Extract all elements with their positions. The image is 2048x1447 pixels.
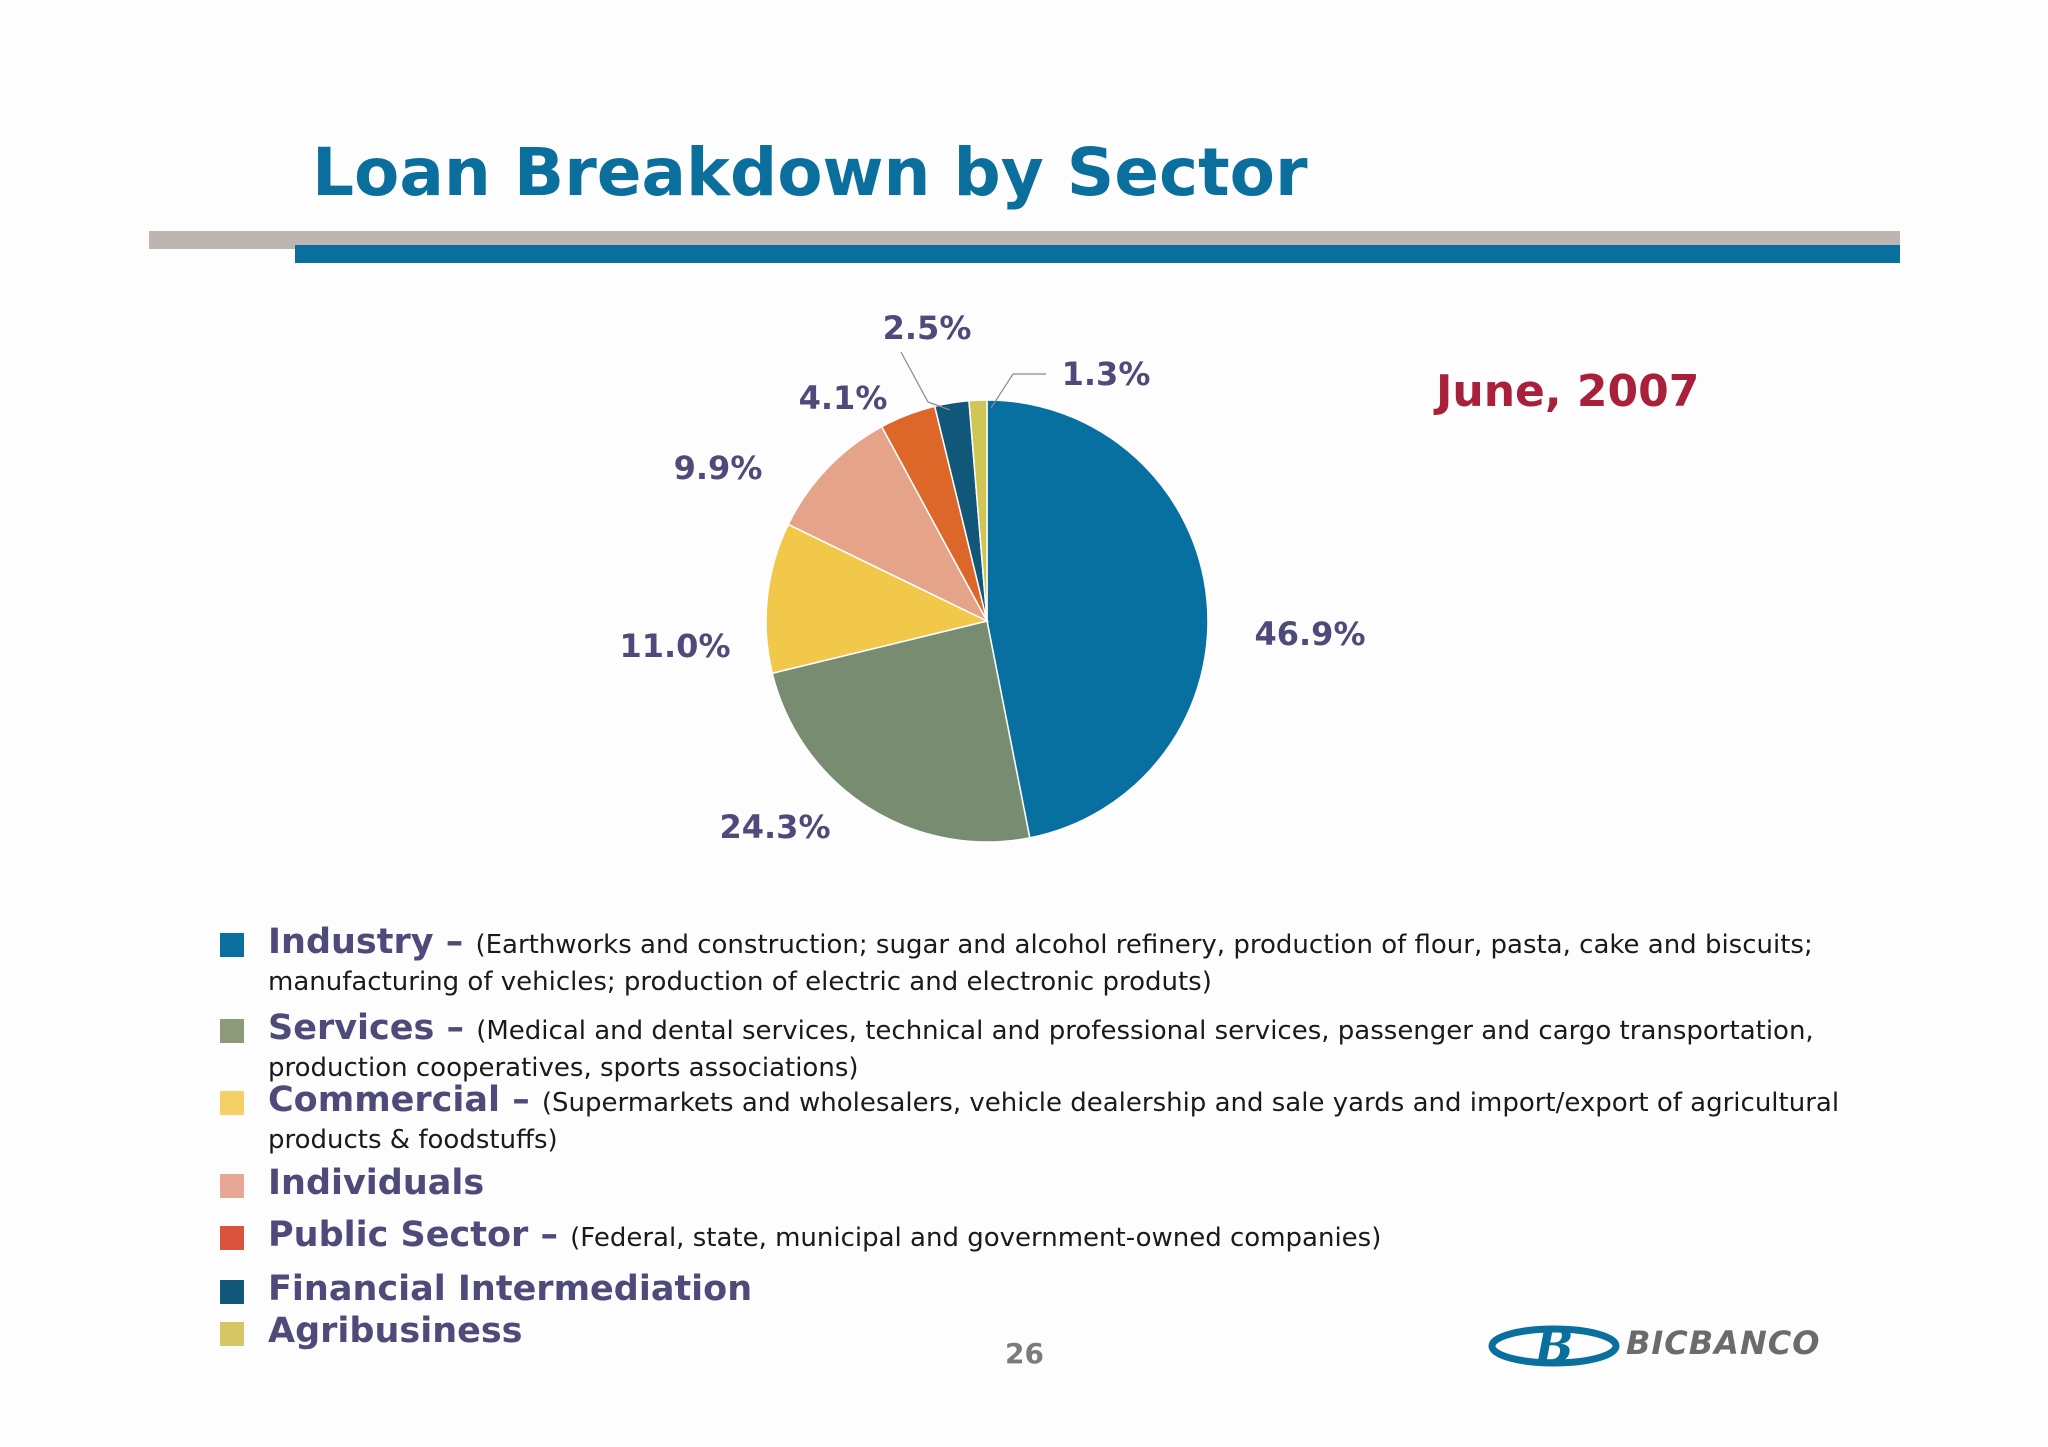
leader-line-agribusiness <box>990 373 1046 409</box>
legend-swatch-agribusiness <box>220 1322 244 1346</box>
date-label: June, 2007 <box>1436 366 1700 417</box>
legend-separator: – <box>528 1215 571 1255</box>
leader-line-financial-intermediation <box>900 351 951 411</box>
page-title: Loan Breakdown by Sector <box>312 134 1308 211</box>
data-label-individuals: 9.9% <box>674 449 763 487</box>
legend-name: Services <box>268 1008 435 1048</box>
title-rule-blue <box>295 245 1900 263</box>
legend-swatch-financial-intermediation <box>220 1280 244 1304</box>
legend-text-public-sector: Public Sector – (Federal, state, municip… <box>268 1218 1888 1258</box>
title-rule-gray <box>149 231 1900 249</box>
legend-name: Industry <box>268 922 434 962</box>
pie-slice-agribusiness <box>968 399 988 622</box>
data-label-commercial: 11.0% <box>619 627 730 665</box>
legend-name: Agribusiness <box>268 1311 523 1351</box>
pie-slice-industry <box>986 399 1209 839</box>
svg-text:B: B <box>1533 1319 1574 1373</box>
logo-wordmark: BICBANCO <box>1626 1324 1821 1362</box>
legend-text-financial-intermediation: Financial Intermediation <box>268 1272 1888 1312</box>
legend-name: Financial Intermediation <box>268 1269 753 1309</box>
legend-swatch-public-sector <box>220 1226 244 1250</box>
pie-slice-individuals <box>787 425 989 623</box>
legend-text-commercial: Commercial – (Supermarkets and wholesale… <box>268 1083 1888 1160</box>
pie-chart: 46.9% 24.3% 11.0% 9.9% 4.1% 2.5% 1.3% <box>619 309 1365 846</box>
bicbanco-logo-icon: B <box>1488 1319 1620 1373</box>
legend-swatch-individuals <box>220 1174 244 1198</box>
data-label-financial-intermediation: 2.5% <box>883 309 972 347</box>
legend-description: (Federal, state, municipal and governmen… <box>570 1223 1382 1253</box>
legend-separator: – <box>433 922 476 962</box>
legend-swatch-commercial <box>220 1091 244 1115</box>
legend-name: Individuals <box>268 1163 485 1203</box>
pie-slice-services <box>771 620 1031 843</box>
legend-text-individuals: Individuals <box>268 1166 1888 1206</box>
legend-description: (Medical and dental services, technical … <box>268 1016 1814 1083</box>
bicbanco-logo: B BICBANCO <box>1488 1318 1868 1374</box>
legend-swatch-industry <box>220 933 244 957</box>
legend-text-industry: Industry – (Earthworks and construction;… <box>268 925 1888 1002</box>
data-label-services: 24.3% <box>719 808 830 846</box>
data-label-industry: 46.9% <box>1254 615 1365 653</box>
legend-text-agribusiness: Agribusiness <box>268 1314 1888 1354</box>
legend-description: (Supermarkets and wholesalers, vehicle d… <box>268 1088 1840 1155</box>
legend-description: (Earthworks and construction; sugar and … <box>268 930 1813 997</box>
legend-separator: – <box>434 1008 477 1048</box>
pie-slice-commercial <box>765 523 990 675</box>
legend-separator: – <box>500 1080 542 1120</box>
page-number: 26 <box>1005 1337 1044 1370</box>
legend-text-services: Services – (Medical and dental services,… <box>268 1011 1888 1088</box>
data-label-agribusiness: 1.3% <box>1062 355 1151 393</box>
data-label-public-sector: 4.1% <box>799 379 888 417</box>
legend-swatch-services <box>220 1019 244 1043</box>
legend-name: Public Sector <box>268 1215 529 1255</box>
legend-name: Commercial <box>268 1080 501 1120</box>
